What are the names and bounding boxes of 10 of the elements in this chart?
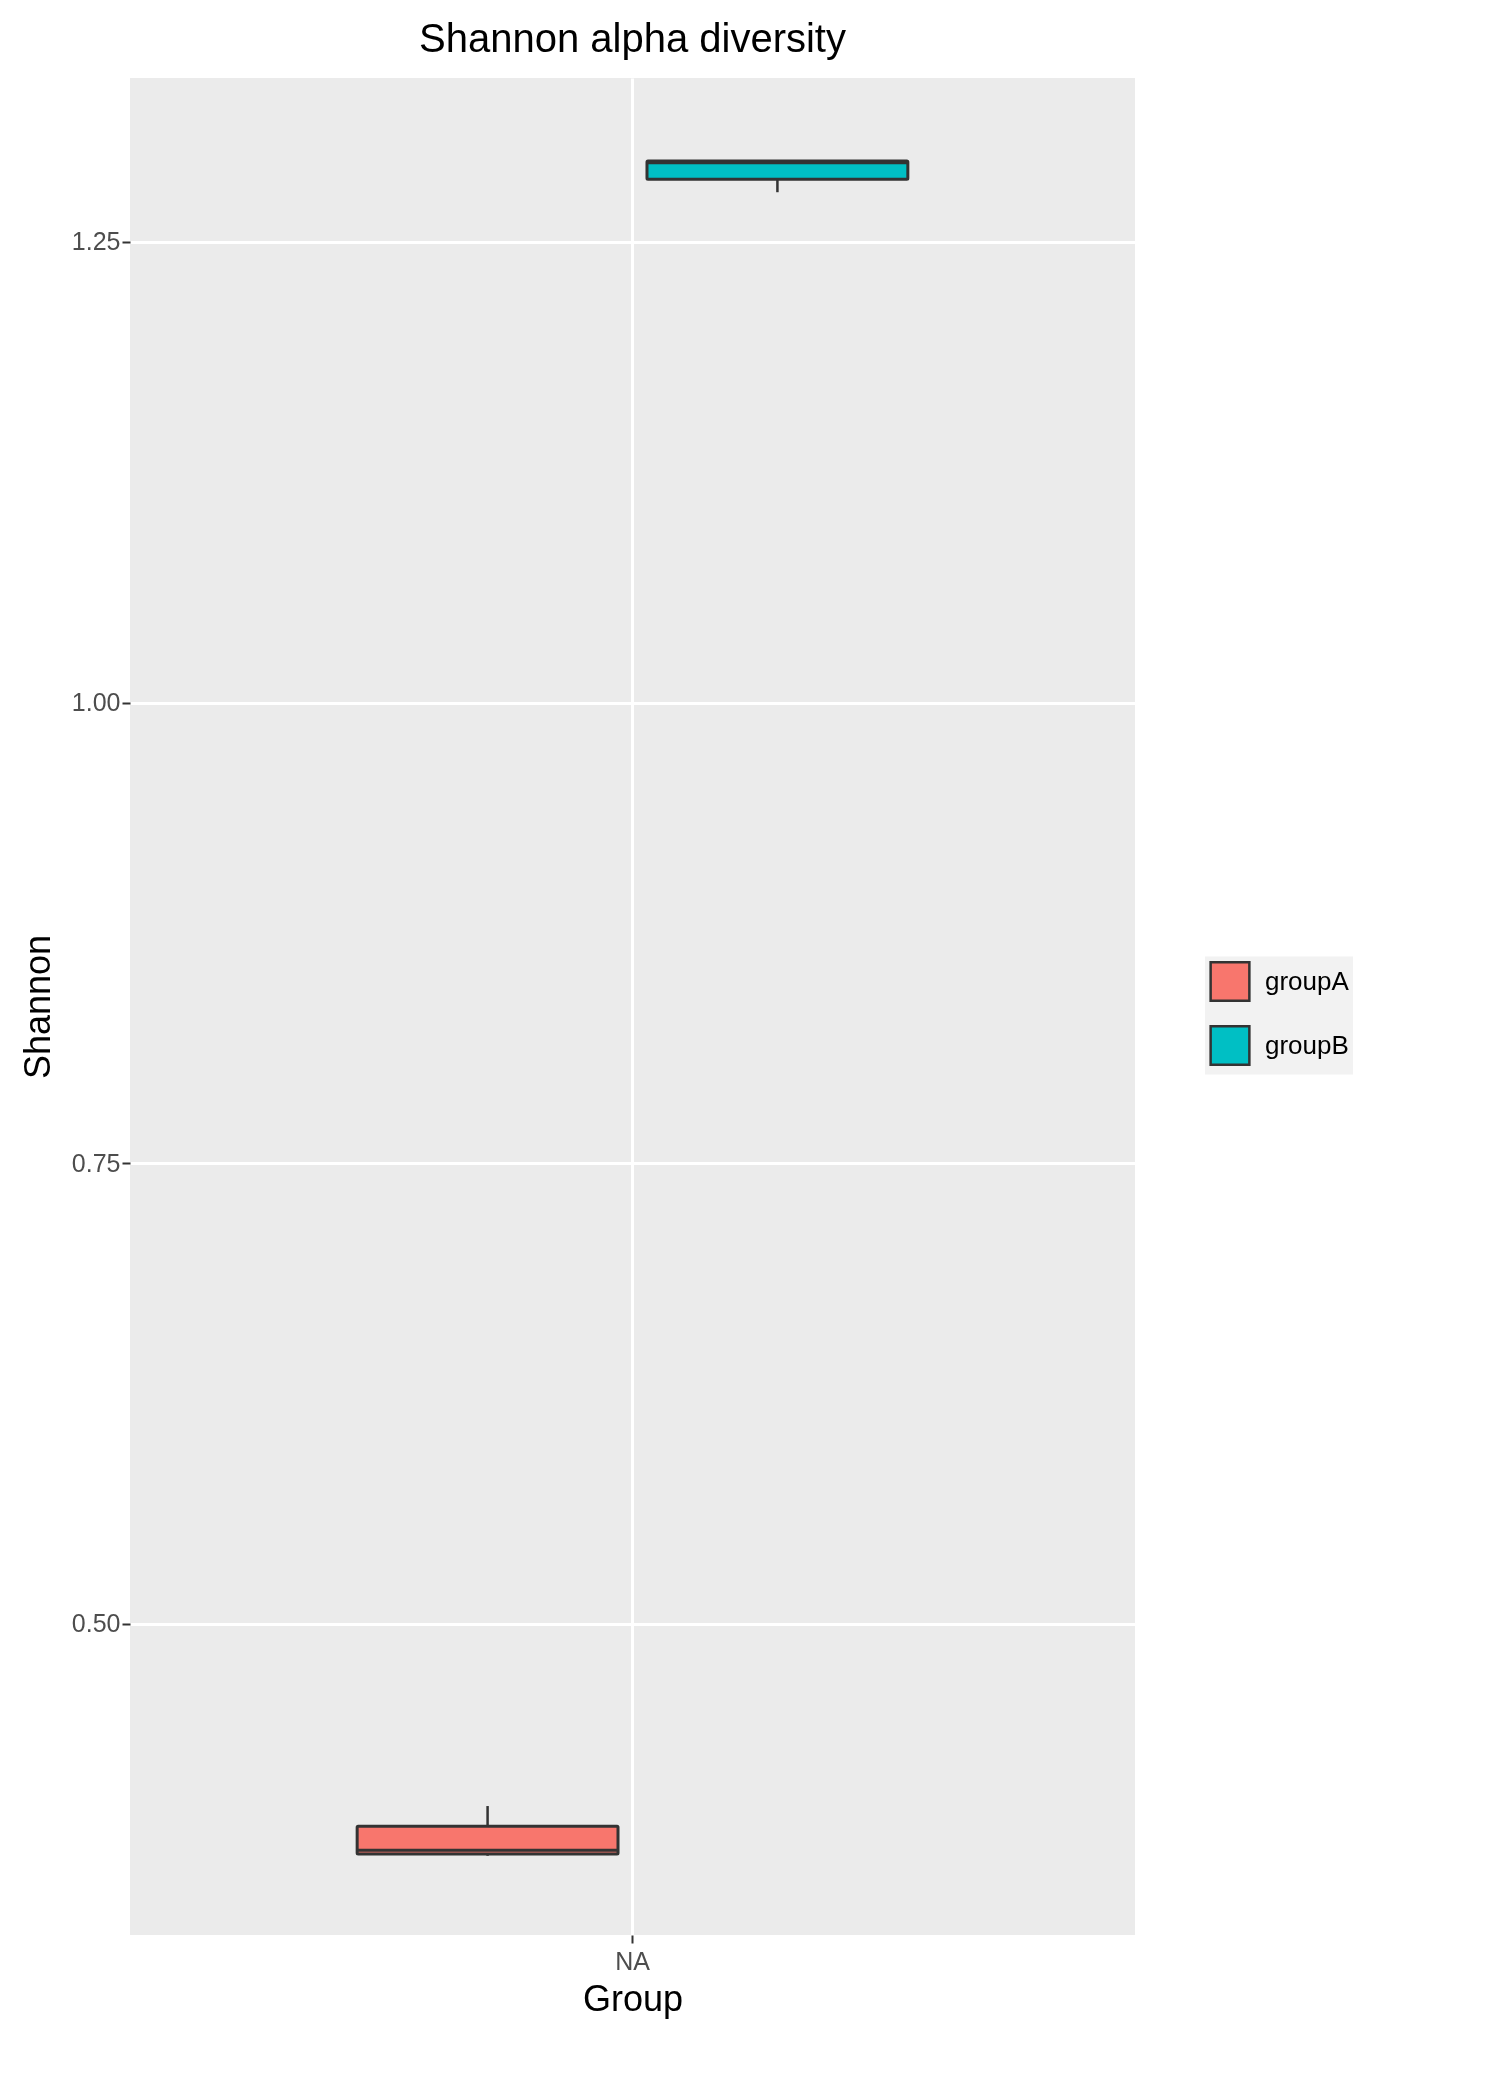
x-tick-label: NA xyxy=(615,1946,651,1975)
y-tick-label: 0.50 xyxy=(71,1609,121,1638)
legend-label: groupB xyxy=(1265,1029,1349,1060)
y-axis-title: Shannon xyxy=(16,934,58,1080)
y-tick-label: 1.00 xyxy=(71,688,121,717)
legend-label: groupA xyxy=(1265,965,1350,996)
y-tick-label: 0.75 xyxy=(71,1148,121,1177)
x-axis-title: Group xyxy=(582,1977,684,2019)
y-tick-label: 1.25 xyxy=(71,227,121,256)
chart-title: Shannon alpha diversity xyxy=(419,16,846,60)
